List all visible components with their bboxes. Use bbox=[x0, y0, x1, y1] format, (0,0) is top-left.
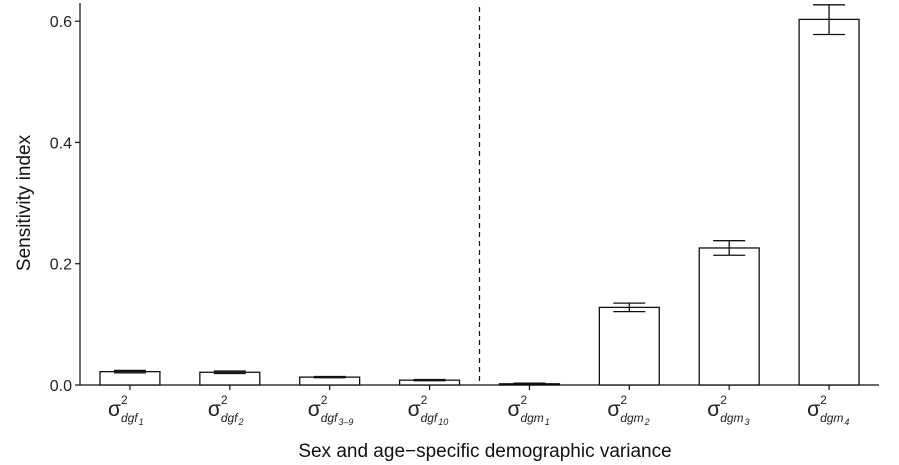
y-tick-label: 0.4 bbox=[50, 135, 72, 152]
svg-text:dgm: dgm bbox=[720, 411, 743, 425]
x-tick-label: σ 2 dgm 4 bbox=[807, 393, 849, 427]
x-tick-label: σ 2 dgm 3 bbox=[707, 393, 749, 427]
x-tick-label: σ 2 dgf 10 bbox=[408, 393, 449, 427]
svg-text:4: 4 bbox=[844, 417, 849, 427]
svg-text:3–9: 3–9 bbox=[338, 417, 353, 427]
svg-text:σ: σ bbox=[208, 398, 221, 421]
svg-text:2: 2 bbox=[421, 393, 428, 407]
y-tick-label: 0.6 bbox=[50, 14, 72, 31]
svg-text:2: 2 bbox=[644, 417, 650, 427]
svg-text:dgm: dgm bbox=[620, 411, 643, 425]
svg-text:2: 2 bbox=[820, 393, 827, 407]
svg-text:σ: σ bbox=[507, 398, 520, 421]
error-bar bbox=[613, 302, 646, 313]
error-bar bbox=[113, 369, 146, 374]
error-bar bbox=[313, 375, 346, 379]
bar bbox=[798, 18, 860, 386]
error-bar bbox=[813, 4, 846, 36]
error-bars bbox=[113, 4, 846, 386]
svg-text:2: 2 bbox=[238, 417, 244, 427]
svg-text:dgf: dgf bbox=[421, 411, 439, 425]
svg-text:dgm: dgm bbox=[820, 411, 843, 425]
error-bar bbox=[513, 382, 546, 386]
bar bbox=[598, 306, 660, 386]
y-tick-label: 0.2 bbox=[50, 257, 72, 274]
svg-text:dgf: dgf bbox=[321, 411, 339, 425]
error-bar bbox=[213, 370, 246, 375]
svg-text:3: 3 bbox=[745, 417, 750, 427]
bar bbox=[199, 371, 261, 386]
svg-text:dgm: dgm bbox=[520, 411, 543, 425]
svg-text:dgf: dgf bbox=[121, 411, 139, 425]
bar bbox=[698, 247, 760, 386]
svg-text:2: 2 bbox=[121, 393, 128, 407]
svg-text:2: 2 bbox=[720, 393, 727, 407]
y-axis-label: Sensitivity index bbox=[14, 134, 35, 271]
x-tick-label: σ 2 dgm 1 bbox=[507, 393, 549, 427]
svg-text:2: 2 bbox=[520, 393, 527, 407]
svg-text:σ: σ bbox=[707, 398, 720, 421]
error-bar bbox=[413, 378, 446, 382]
y-tick-label: 0.0 bbox=[50, 378, 72, 395]
svg-text:σ: σ bbox=[408, 398, 421, 421]
y-ticks: 0.0 0.2 0.4 0.6 bbox=[50, 14, 80, 395]
bar bbox=[99, 371, 161, 386]
svg-text:σ: σ bbox=[807, 398, 820, 421]
svg-text:2: 2 bbox=[321, 393, 328, 407]
svg-text:2: 2 bbox=[221, 393, 228, 407]
svg-text:σ: σ bbox=[308, 398, 321, 421]
svg-text:1: 1 bbox=[545, 417, 550, 427]
error-bar bbox=[713, 240, 746, 256]
svg-text:σ: σ bbox=[607, 398, 620, 421]
x-tick-label: σ 2 dgf 3–9 bbox=[308, 393, 354, 427]
svg-text:dgf: dgf bbox=[221, 411, 239, 425]
svg-text:1: 1 bbox=[139, 417, 144, 427]
svg-text:σ: σ bbox=[108, 398, 121, 421]
x-tick-label: σ 2 dgf 1 bbox=[108, 393, 144, 427]
x-axis-label: Sex and age−specific demographic varianc… bbox=[298, 441, 671, 462]
svg-text:10: 10 bbox=[438, 417, 448, 427]
svg-text:2: 2 bbox=[620, 393, 627, 407]
